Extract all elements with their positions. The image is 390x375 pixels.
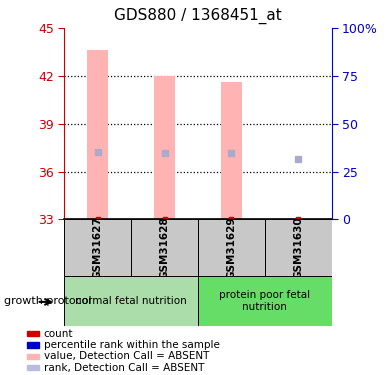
Bar (221, 82, 242, 219)
Text: count: count (44, 329, 73, 339)
Bar (27, 331, 39, 336)
Bar (198, 219, 265, 276)
Bar (64, 276, 198, 326)
Text: rank, Detection Call = ABSENT: rank, Detection Call = ABSENT (44, 363, 204, 372)
Text: normal fetal nutrition: normal fetal nutrition (75, 296, 187, 306)
Bar (265, 219, 332, 276)
Bar (131, 219, 198, 276)
Text: GSM31628: GSM31628 (160, 216, 170, 279)
Text: growth protocol: growth protocol (4, 296, 92, 306)
Bar (64, 219, 131, 276)
Bar (27, 342, 39, 348)
Text: value, Detection Call = ABSENT: value, Detection Call = ABSENT (44, 351, 209, 361)
Bar (154, 76, 175, 219)
Bar (198, 276, 332, 326)
Title: GDS880 / 1368451_at: GDS880 / 1368451_at (114, 8, 282, 24)
Text: GSM31630: GSM31630 (293, 216, 303, 279)
Text: percentile rank within the sample: percentile rank within the sample (44, 340, 220, 350)
Text: GSM31629: GSM31629 (226, 216, 236, 279)
Text: GSM31627: GSM31627 (93, 216, 103, 279)
Text: protein poor fetal
nutrition: protein poor fetal nutrition (219, 290, 310, 312)
Bar (27, 365, 39, 370)
Bar (27, 354, 39, 359)
Bar (87, 51, 108, 219)
